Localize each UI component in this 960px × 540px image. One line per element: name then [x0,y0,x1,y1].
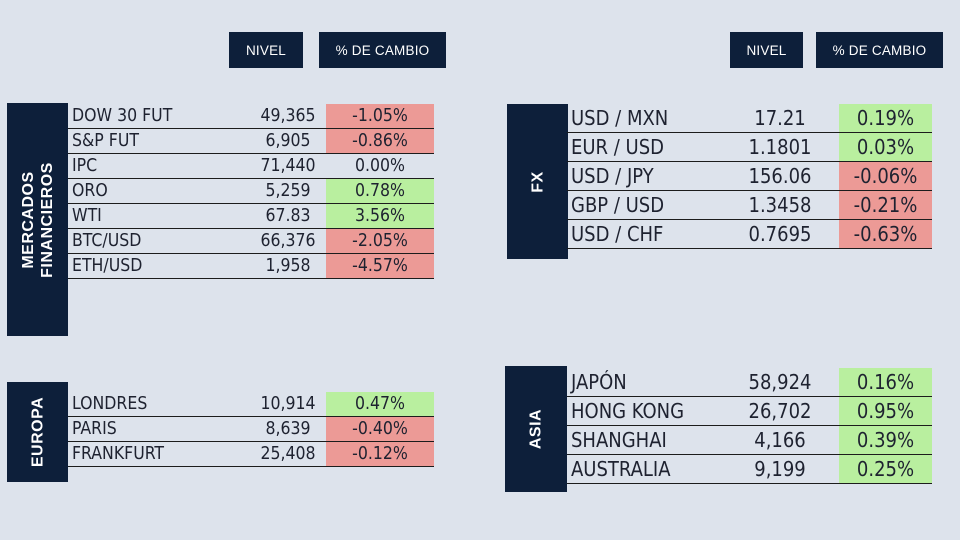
header-cambio-left: % DE CAMBIO [319,32,446,68]
asia-row: HONG KONG 26,702 0.95% [567,397,932,426]
section-label-fx: FX [507,104,568,259]
mercados-row: DOW 30 FUT 49,365 -1.05% [68,104,434,129]
mercados-row-name: DOW 30 FUT [72,106,173,126]
fx-row: USD / MXN 17.21 0.19% [567,104,932,133]
asia-row-cambio: 0.39% [839,426,932,454]
asia-row-cambio: 0.16% [839,368,932,396]
fx-row: GBP / USD 1.3458 -0.21% [567,191,932,220]
mercados-row-cambio: 3.56% [326,204,434,228]
fx-row-cambio: -0.63% [839,220,932,248]
mercados-row-name: WTI [72,206,102,226]
europa-row-name: LONDRES [72,394,148,414]
mercados-table: DOW 30 FUT 49,365 -1.05% S&P FUT 6,905 -0.86%… [68,104,434,279]
europa-row-name: PARIS [72,419,117,439]
mercados-row-cambio: 0.00% [354,156,405,176]
mercados-row: ETH/USD 1,958 -4.57% [68,254,434,279]
header-nivel-left: NIVEL [229,32,303,68]
mercados-row-nivel: 6,905 [265,131,311,151]
asia-row: AUSTRALIA 9,199 0.25% [567,455,932,484]
fx-row-name: GBP / USD [571,193,665,217]
mercados-label-line2: FINANCIEROS [38,161,56,278]
europa-row-nivel: 8,639 [265,419,311,439]
mercados-row: IPC 71,440 0.00% [68,154,434,179]
mercados-row-name: ETH/USD [72,256,143,276]
asia-row-name: SHANGHAI [571,428,667,452]
europa-row-name: FRANKFURT [72,444,165,464]
asia-table: JAPÓN 58,924 0.16% HONG KONG 26,702 0.95% SHAN… [567,368,932,484]
mercados-row-name: S&P FUT [72,131,139,151]
asia-row-nivel: 58,924 [748,370,812,394]
mercados-row-nivel: 66,376 [260,231,316,251]
fx-row: EUR / USD 1.1801 0.03% [567,133,932,162]
fx-row-nivel: 0.7695 [748,222,812,246]
europa-row: LONDRES 10,914 0.47% [68,392,434,417]
fx-label-text: FX [529,170,546,193]
mercados-row-cambio: -0.86% [326,129,434,153]
fx-row-nivel: 17.21 [754,106,806,130]
fx-row-nivel: 1.3458 [748,193,812,217]
asia-row-cambio: 0.95% [839,397,932,425]
fx-row: USD / CHF 0.7695 -0.63% [567,220,932,249]
europa-row: PARIS 8,639 -0.40% [68,417,434,442]
fx-row-cambio: 0.19% [839,104,932,132]
europa-row: FRANKFURT 25,408 -0.12% [68,442,434,467]
mercados-label-text: MERCADOS FINANCIEROS [19,162,57,278]
europa-row-cambio: 0.47% [326,392,434,416]
mercados-row-nivel: 5,259 [265,181,311,201]
mercados-row-cambio: -2.05% [326,229,434,253]
asia-row-nivel: 26,702 [748,399,812,423]
mercados-row-name: BTC/USD [72,231,142,251]
fx-row-name: USD / CHF [571,222,664,246]
fx-row-name: USD / JPY [571,164,654,188]
asia-row-nivel: 9,199 [754,457,806,481]
fx-row-cambio: -0.06% [839,162,932,190]
mercados-row-name: IPC [72,156,98,176]
europa-row-cambio: -0.12% [326,442,434,466]
fx-row-nivel: 156.06 [748,164,812,188]
mercados-row-nivel: 49,365 [260,106,316,126]
mercados-row-nivel: 67.83 [265,206,311,226]
mercados-row: S&P FUT 6,905 -0.86% [68,129,434,154]
header-cambio-right: % DE CAMBIO [816,32,943,68]
fx-row-name: USD / MXN [571,106,669,130]
fx-row-nivel: 1.1801 [748,135,812,159]
europa-label-text: EUROPA [29,396,46,468]
europa-row-nivel: 25,408 [260,444,316,464]
mercados-row: WTI 67.83 3.56% [68,204,434,229]
mercados-row-nivel: 1,958 [265,256,311,276]
mercados-row-cambio: -1.05% [326,104,434,128]
mercados-label-line1: MERCADOS [19,170,37,269]
fx-table: USD / MXN 17.21 0.19% EUR / USD 1.1801 0.03% U… [567,104,932,249]
europa-table: LONDRES 10,914 0.47% PARIS 8,639 -0.40% FRANKF… [68,392,434,467]
asia-row-name: AUSTRALIA [571,457,671,481]
mercados-row-cambio: 0.78% [326,179,434,203]
asia-row-name: HONG KONG [571,399,685,423]
section-label-asia: ASIA [505,366,567,492]
asia-row-nivel: 4,166 [754,428,806,452]
mercados-row-nivel: 71,440 [260,156,316,176]
asia-row: JAPÓN 58,924 0.16% [567,368,932,397]
mercados-row: ORO 5,259 0.78% [68,179,434,204]
fx-row-cambio: -0.21% [839,191,932,219]
fx-row: USD / JPY 156.06 -0.06% [567,162,932,191]
europa-row-nivel: 10,914 [260,394,316,414]
mercados-row: BTC/USD 66,376 -2.05% [68,229,434,254]
section-label-europa: EUROPA [7,382,68,482]
mercados-row-cambio: -4.57% [326,254,434,278]
fx-row-cambio: 0.03% [839,133,932,161]
mercados-row-name: ORO [72,181,108,201]
asia-label-text: ASIA [527,408,545,450]
section-label-mercados: MERCADOS FINANCIEROS [7,103,68,336]
asia-row-name: JAPÓN [571,370,627,394]
fx-row-name: EUR / USD [571,135,664,159]
header-nivel-right: NIVEL [730,32,803,68]
europa-row-cambio: -0.40% [326,417,434,441]
asia-row-cambio: 0.25% [839,455,932,483]
asia-row: SHANGHAI 4,166 0.39% [567,426,932,455]
